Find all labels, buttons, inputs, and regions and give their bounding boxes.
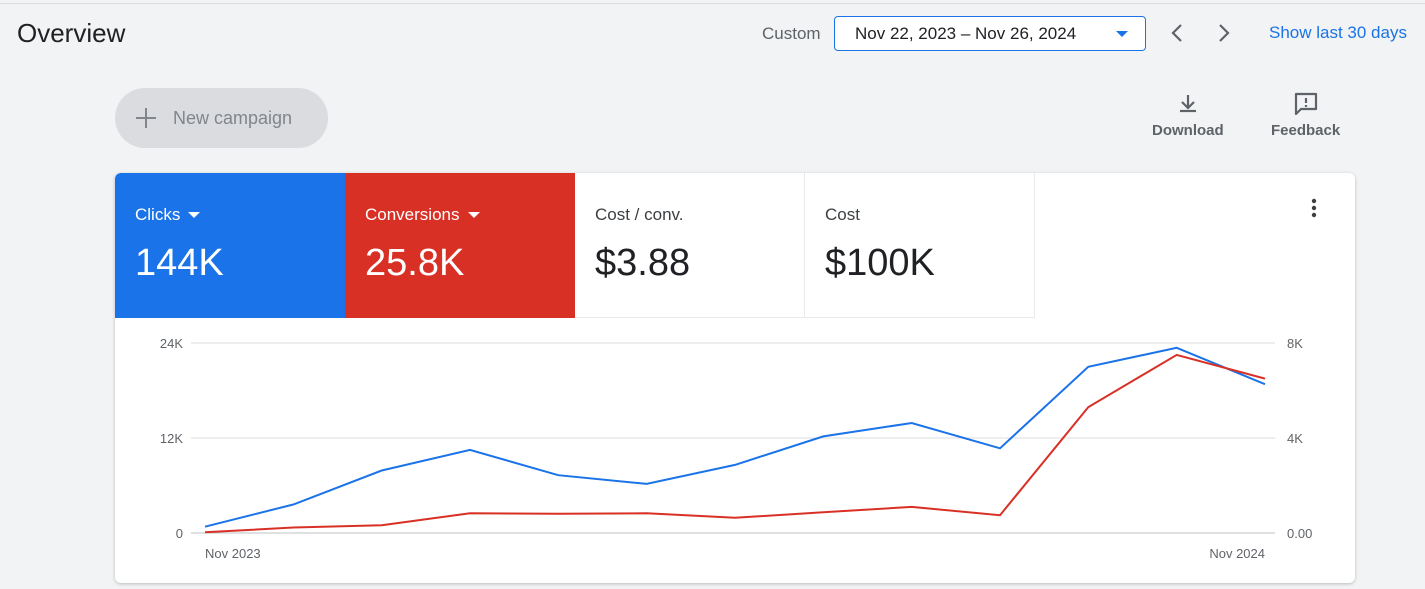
y-right-tick: 4K [1287,431,1303,446]
chevron-left-icon [1171,24,1182,42]
feedback-label: Feedback [1271,122,1341,139]
download-icon [1179,95,1196,113]
metric-value: $100K [825,242,935,284]
dropdown-arrow-icon[interactable] [188,212,201,218]
caret-down-icon [1116,31,1128,37]
chevron-right-icon [1219,24,1230,42]
metric-value: 25.8K [365,242,465,284]
new-campaign-label: New campaign [173,107,293,128]
download-label: Download [1152,122,1224,139]
new-campaign-button[interactable]: New campaign [115,88,328,148]
y-left-tick: 0 [176,526,183,541]
metric-value: 144K [135,242,224,284]
date-range-picker[interactable]: Nov 22, 2023 – Nov 26, 2024 [834,16,1146,51]
metric-tile-cost[interactable]: Cost $100K [805,173,1035,318]
y-right-tick: 0.00 [1287,526,1312,541]
dropdown-arrow-icon[interactable] [467,212,480,218]
next-period-button[interactable] [1209,18,1239,48]
metric-label: Cost [825,205,860,224]
metric-value: $3.88 [595,242,691,284]
date-range-value: Nov 22, 2023 – Nov 26, 2024 [855,23,1077,43]
x-tick-label: Nov 2024 [1209,546,1265,561]
y-left-tick: 24K [160,336,183,351]
download-button[interactable]: Download [1152,92,1224,139]
series-line-conversions [204,353,1266,534]
more-options-button[interactable] [1299,193,1329,223]
metric-label: Cost / conv. [595,205,684,224]
page-title: Overview [17,18,126,48]
performance-line-chart: 24K 12K 0 8K 4K 0.00 Nov 2023 Nov 2024 [160,336,1312,561]
metric-tile-conversions[interactable]: Conversions 25.8K [345,173,575,318]
range-type-label: Custom [762,24,821,43]
plus-icon [136,108,156,128]
y-right-tick: 8K [1287,336,1303,351]
series-line-clicks [204,346,1266,528]
more-vert-icon [1311,198,1317,218]
show-last-30-days-link[interactable]: Show last 30 days [1269,23,1407,42]
metric-label: Conversions [365,205,460,224]
top-divider [0,3,1425,4]
previous-period-button[interactable] [1162,18,1192,48]
feedback-icon [1294,92,1317,116]
metric-tile-clicks[interactable]: Clicks 144K [115,173,345,318]
x-tick-label: Nov 2023 [205,546,261,561]
metric-label: Clicks [135,205,181,224]
feedback-button[interactable]: Feedback [1271,92,1340,139]
y-left-tick: 12K [160,431,183,446]
metric-tile-cost-per-conv[interactable]: Cost / conv. $3.88 [575,173,805,318]
overview-card: Clicks 144K Conversions 25.8K Cost / con… [115,173,1355,583]
